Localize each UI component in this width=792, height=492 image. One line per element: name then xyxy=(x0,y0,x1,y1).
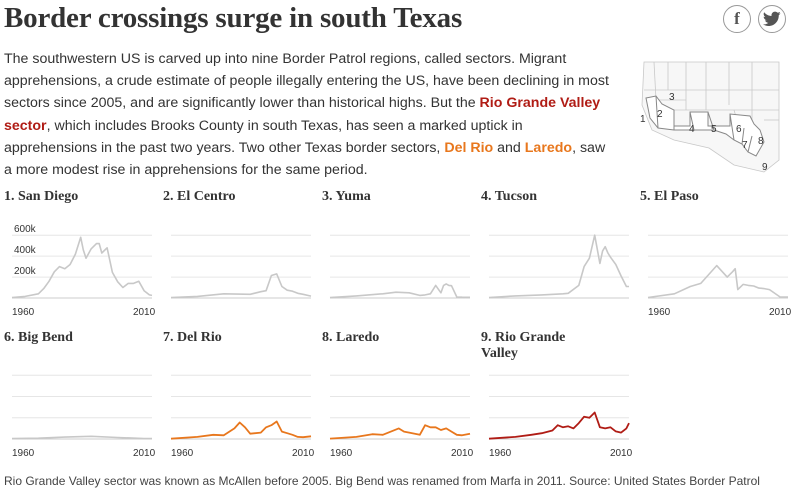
y-tick-label: 200k xyxy=(14,266,37,277)
page-title: Border crossings surge in south Texas xyxy=(4,2,463,34)
map-label-1: 1 xyxy=(640,114,646,125)
chart-title: 6. Big Bend xyxy=(4,330,73,345)
series-line xyxy=(488,234,629,299)
series-line xyxy=(11,435,153,440)
intro-text-4: , saw a more modest rise in apprehension… xyxy=(4,139,606,179)
footer-note: Rio Grande Valley sector was known as Mc… xyxy=(4,474,760,488)
chart-title: 4. Tucson xyxy=(481,189,537,204)
border-sectors-outline xyxy=(645,95,765,157)
x-tick-label: 1960 xyxy=(489,448,512,459)
x-tick-label: 1960 xyxy=(12,448,35,459)
intro-paragraph: The southwestern US is carved up into ni… xyxy=(4,48,616,181)
map-label-8: 8 xyxy=(758,136,764,147)
series-line xyxy=(329,283,471,299)
series-line xyxy=(647,264,788,299)
facebook-icon: f xyxy=(734,9,740,28)
twitter-share-button[interactable] xyxy=(758,5,786,33)
map-label-6: 6 xyxy=(736,124,742,135)
intro-text-3: and xyxy=(493,139,525,156)
series-line xyxy=(11,236,153,299)
rio-grande-valley-link[interactable]: Rio Grande Valley sector xyxy=(4,95,601,134)
chart-title: 7. Del Rio xyxy=(163,330,222,345)
sector-locator-map: 1 2 3 4 5 6 7 8 9 xyxy=(640,61,780,173)
small-multiples-charts: 1. San Diego 200k 400k 600k 1960 2010 2. El Ce… xyxy=(4,189,792,459)
series-line xyxy=(170,420,312,440)
x-tick-label: 1960 xyxy=(12,307,35,318)
intro-text-1: The southwestern US is carved up into ni… xyxy=(4,51,609,112)
x-tick-label: 2010 xyxy=(610,448,633,459)
x-tick-label: 1960 xyxy=(171,448,194,459)
map-label-5: 5 xyxy=(711,124,717,135)
map-label-3: 3 xyxy=(669,92,675,103)
chart-title: 8. Laredo xyxy=(322,330,379,345)
intro-text-2: , which includes Brooks County in south … xyxy=(4,117,523,156)
del-rio-link[interactable]: Del Rio xyxy=(444,139,494,156)
map-label-2: 2 xyxy=(657,109,663,120)
facebook-share-button[interactable]: f xyxy=(723,5,751,33)
laredo-link[interactable]: Laredo xyxy=(524,139,573,156)
y-tick-label: 600k xyxy=(14,224,37,235)
x-tick-label: 2010 xyxy=(451,448,474,459)
chart-title: 3. Yuma xyxy=(322,189,371,204)
sector-divisions xyxy=(655,95,753,153)
x-tick-label: 2010 xyxy=(133,307,156,318)
map-label-4: 4 xyxy=(689,124,695,135)
map-label-7: 7 xyxy=(742,140,748,151)
x-tick-label: 2010 xyxy=(133,448,156,459)
chart-title: 1. San Diego xyxy=(4,189,78,204)
series-line xyxy=(170,273,312,299)
y-tick-label: 400k xyxy=(14,245,37,256)
chart-title: 5. El Paso xyxy=(640,189,699,204)
x-tick-label: 1960 xyxy=(648,307,671,318)
series-line xyxy=(488,411,630,440)
x-tick-label: 2010 xyxy=(769,307,792,318)
twitter-icon xyxy=(763,11,781,26)
chart-title: 9. Rio Grande Valley xyxy=(481,330,565,361)
x-tick-label: 2010 xyxy=(292,448,315,459)
x-tick-label: 1960 xyxy=(330,448,353,459)
series-line xyxy=(329,424,471,440)
map-label-9: 9 xyxy=(762,162,768,173)
chart-title: 2. El Centro xyxy=(163,189,235,204)
